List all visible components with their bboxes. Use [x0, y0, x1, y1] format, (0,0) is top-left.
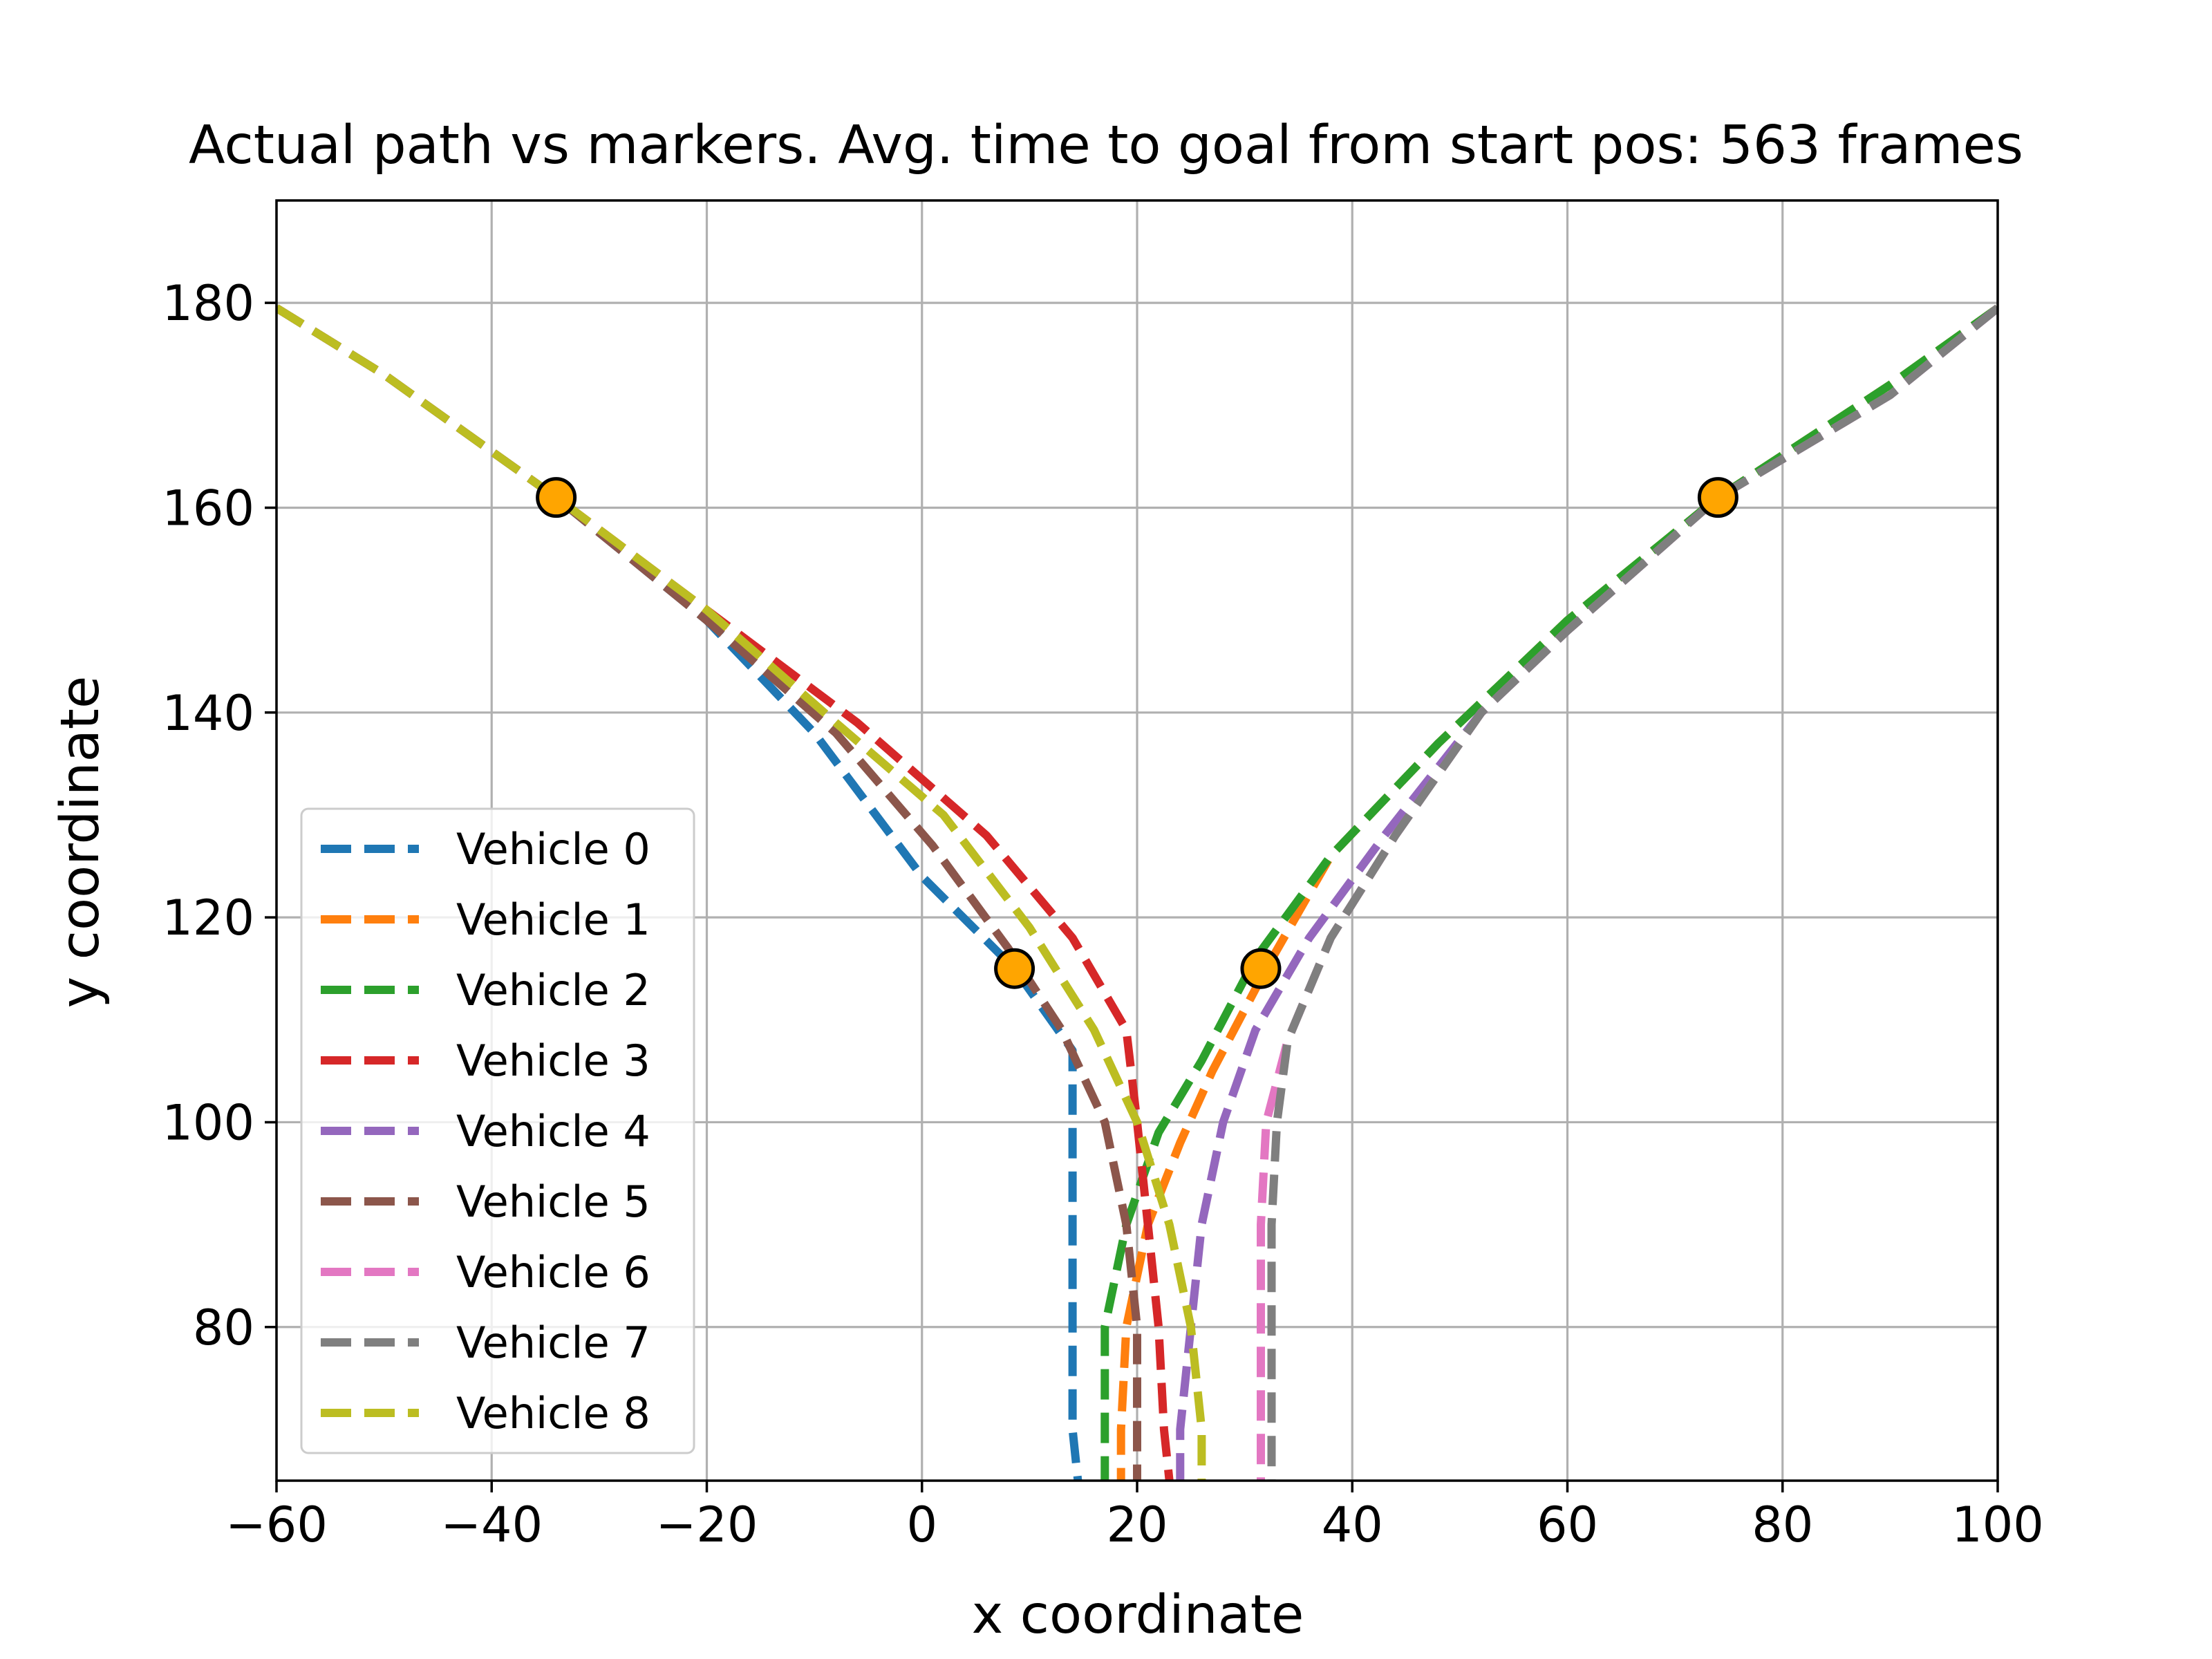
- x-tick-label: 80: [1752, 1497, 1813, 1553]
- y-tick-label: 100: [162, 1094, 254, 1151]
- legend-box: [300, 807, 695, 1454]
- legend-label-vehicle-0: Vehicle 0: [456, 824, 650, 874]
- series-line-vehicle-7: [1267, 304, 1998, 1481]
- legend-label-vehicle-6: Vehicle 6: [456, 1247, 650, 1297]
- marker-point: [1697, 477, 1738, 518]
- y-axis-label: y coordinate: [50, 676, 111, 1009]
- plot-area: −60 −40 −20 0 20 40 60 80 100 80 100 120 140 160 180 Ve…: [162, 199, 2044, 1553]
- x-tick-label: −60: [225, 1497, 328, 1553]
- legend: Vehicle 0 Vehicle 1 Vehicle 2 Vehicle 3 Vehi…: [300, 807, 695, 1454]
- x-tick-label: 0: [906, 1497, 937, 1553]
- series-line-vehicle-2: [1100, 304, 1998, 1481]
- y-tick-label: 120: [162, 890, 254, 946]
- legend-label-vehicle-2: Vehicle 2: [456, 965, 650, 1015]
- x-tick-label: 40: [1322, 1497, 1383, 1553]
- x-tick-label: 60: [1537, 1497, 1598, 1553]
- chart-title: Actual path vs markers. Avg. time to goa…: [189, 115, 2023, 176]
- y-tick-label: 80: [193, 1300, 254, 1356]
- legend-label-vehicle-4: Vehicle 4: [456, 1106, 650, 1156]
- x-tick-label: −40: [440, 1497, 543, 1553]
- x-tick-label: 100: [1951, 1497, 2044, 1553]
- marker-point: [994, 948, 1035, 989]
- y-tick-label: 180: [162, 275, 254, 332]
- legend-label-vehicle-7: Vehicle 7: [456, 1318, 650, 1368]
- series-lines: [276, 304, 1998, 1481]
- legend-label-vehicle-8: Vehicle 8: [456, 1388, 650, 1438]
- legend-label-vehicle-1: Vehicle 1: [456, 894, 650, 945]
- x-tick-label: 20: [1106, 1497, 1168, 1553]
- y-tick-label: 140: [162, 685, 254, 742]
- ticks: −60 −40 −20 0 20 40 60 80 100 80 100 120 140 160 180: [162, 275, 2043, 1553]
- series-line-vehicle-0: [276, 304, 1082, 1481]
- series-line-vehicle-3: [276, 304, 1174, 1481]
- legend-label-vehicle-3: Vehicle 3: [456, 1035, 650, 1086]
- marker-point: [536, 477, 577, 518]
- legend-label-vehicle-5: Vehicle 5: [456, 1177, 650, 1227]
- y-tick-label: 160: [162, 480, 254, 536]
- x-tick-label: −20: [656, 1497, 758, 1553]
- series-line-vehicle-8: [276, 304, 1206, 1481]
- x-axis-label: x coordinate: [972, 1584, 1304, 1646]
- marker-point: [1240, 948, 1282, 989]
- goal-markers: [536, 477, 1738, 989]
- series-line-vehicle-5: [276, 304, 1141, 1481]
